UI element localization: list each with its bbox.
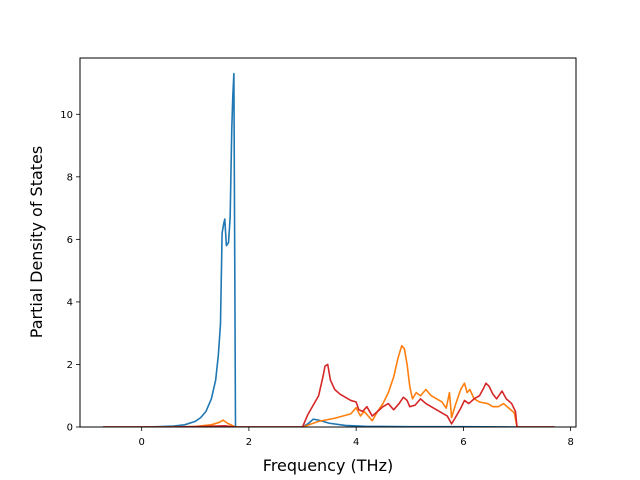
x-tick-label: 2 — [246, 437, 252, 448]
x-axis-label: Frequency (THz) — [263, 456, 393, 475]
series-line-1 — [103, 72, 555, 427]
series-layer — [103, 72, 555, 427]
plot-frame — [79, 57, 577, 428]
x-ticks: 0 2 4 6 8 — [138, 427, 574, 448]
y-tick-label: 2 — [67, 360, 73, 371]
x-tick-label: 6 — [460, 437, 466, 448]
y-ticks: 0 2 4 6 8 10 — [60, 110, 80, 434]
series-line-2 — [103, 344, 555, 427]
y-tick-label: 8 — [67, 172, 73, 183]
y-tick-label: 6 — [67, 235, 73, 246]
series-line-3 — [103, 363, 555, 427]
plot-background — [80, 58, 576, 427]
x-tick-label: 0 — [138, 437, 144, 448]
y-tick-label: 4 — [67, 297, 73, 308]
y-axis-label: Partial Density of States — [27, 146, 46, 338]
y-tick-label: 0 — [67, 423, 73, 434]
x-tick-label: 8 — [567, 437, 573, 448]
y-tick-label: 10 — [60, 110, 73, 121]
x-tick-label: 4 — [353, 437, 359, 448]
